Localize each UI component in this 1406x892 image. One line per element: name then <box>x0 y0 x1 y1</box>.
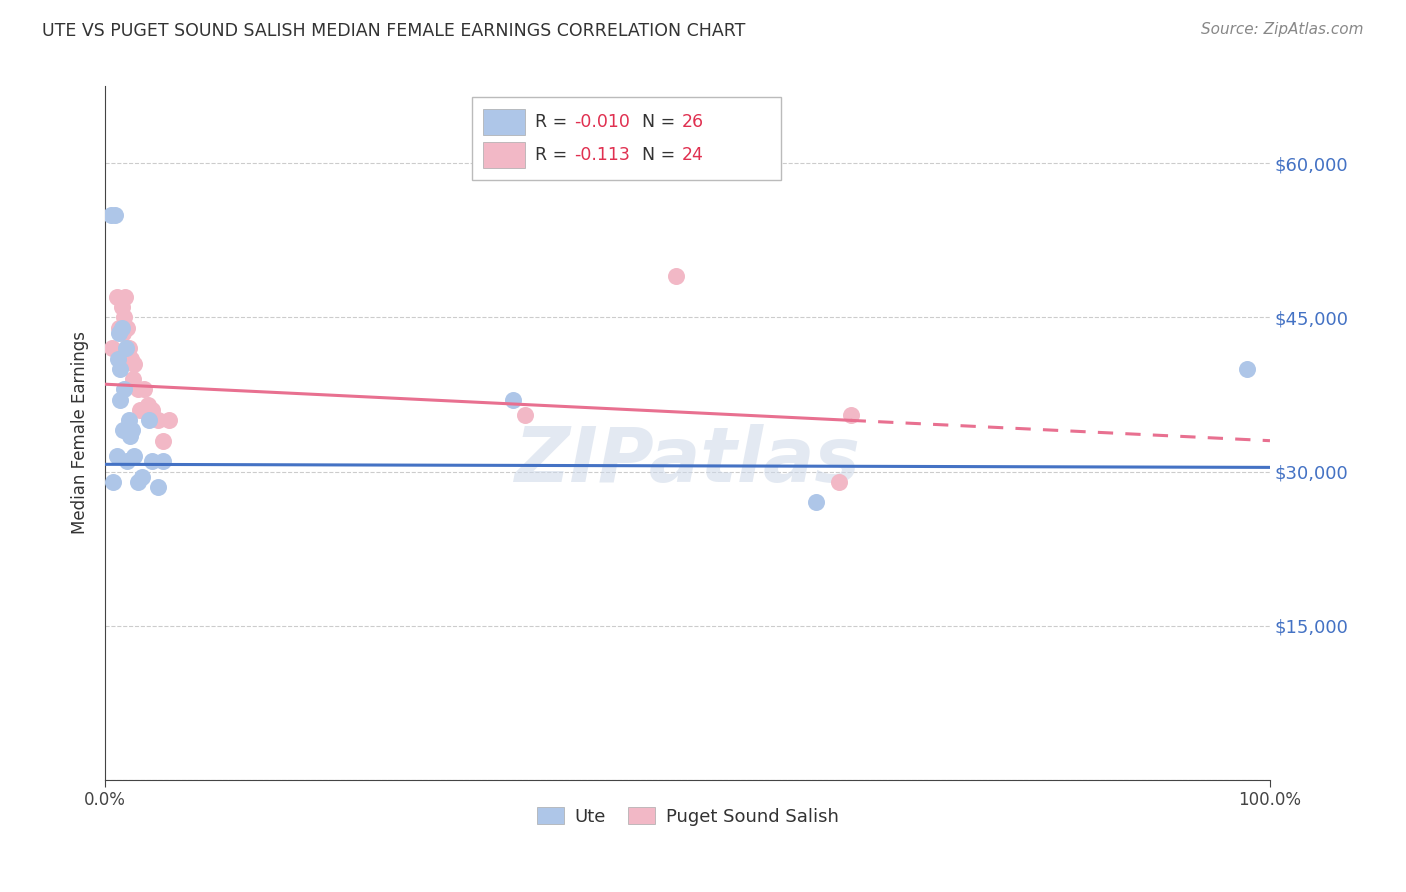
Point <box>111 326 134 340</box>
FancyBboxPatch shape <box>472 96 780 180</box>
Point <box>120 351 142 366</box>
Point <box>103 475 125 489</box>
Text: UTE VS PUGET SOUND SALISH MEDIAN FEMALE EARNINGS CORRELATION CHART: UTE VS PUGET SOUND SALISH MEDIAN FEMALE … <box>42 22 745 40</box>
Point <box>110 300 132 314</box>
FancyBboxPatch shape <box>482 142 524 169</box>
Text: -0.010: -0.010 <box>575 112 630 131</box>
Text: R =: R = <box>536 146 578 164</box>
Point <box>828 475 851 489</box>
Point <box>502 392 524 407</box>
Point <box>118 428 141 442</box>
Point <box>121 424 143 438</box>
Point <box>157 413 180 427</box>
Point <box>141 403 163 417</box>
Point <box>124 449 146 463</box>
Point <box>124 357 146 371</box>
Text: R =: R = <box>536 112 572 131</box>
Text: ZIPatlas: ZIPatlas <box>515 424 860 498</box>
Point <box>107 351 129 366</box>
Point <box>103 208 125 222</box>
Point <box>117 454 139 468</box>
Text: N =: N = <box>643 112 681 131</box>
Point <box>114 290 136 304</box>
Text: N =: N = <box>643 146 681 164</box>
Point <box>115 341 138 355</box>
Point <box>117 320 139 334</box>
Point <box>665 269 688 284</box>
Y-axis label: Median Female Earnings: Median Female Earnings <box>72 332 89 534</box>
Point <box>129 403 152 417</box>
Point <box>110 392 132 407</box>
Point <box>108 326 131 340</box>
FancyBboxPatch shape <box>482 109 524 135</box>
Point <box>111 424 134 438</box>
Point <box>117 341 139 355</box>
Point <box>131 469 153 483</box>
Text: 24: 24 <box>682 146 703 164</box>
Point <box>839 408 862 422</box>
Point <box>112 310 135 325</box>
Point <box>127 382 149 396</box>
Point <box>141 454 163 468</box>
Text: -0.113: -0.113 <box>575 146 630 164</box>
Point <box>138 413 160 427</box>
Point <box>132 382 155 396</box>
Point <box>152 454 174 468</box>
Legend: Ute, Puget Sound Salish: Ute, Puget Sound Salish <box>530 800 845 833</box>
Point <box>117 413 139 427</box>
Point <box>1236 361 1258 376</box>
Point <box>804 495 827 509</box>
Point <box>110 320 132 334</box>
Point <box>152 434 174 448</box>
Text: 26: 26 <box>682 112 704 131</box>
Text: Source: ZipAtlas.com: Source: ZipAtlas.com <box>1201 22 1364 37</box>
Point <box>100 208 122 222</box>
Point <box>101 341 124 355</box>
Point <box>105 290 128 304</box>
Point <box>146 480 169 494</box>
Point <box>513 408 536 422</box>
Point <box>127 475 149 489</box>
Point <box>122 372 145 386</box>
Point <box>136 398 159 412</box>
Point <box>112 382 135 396</box>
Point <box>146 413 169 427</box>
Point <box>108 320 131 334</box>
Point <box>110 361 132 376</box>
Point <box>105 449 128 463</box>
